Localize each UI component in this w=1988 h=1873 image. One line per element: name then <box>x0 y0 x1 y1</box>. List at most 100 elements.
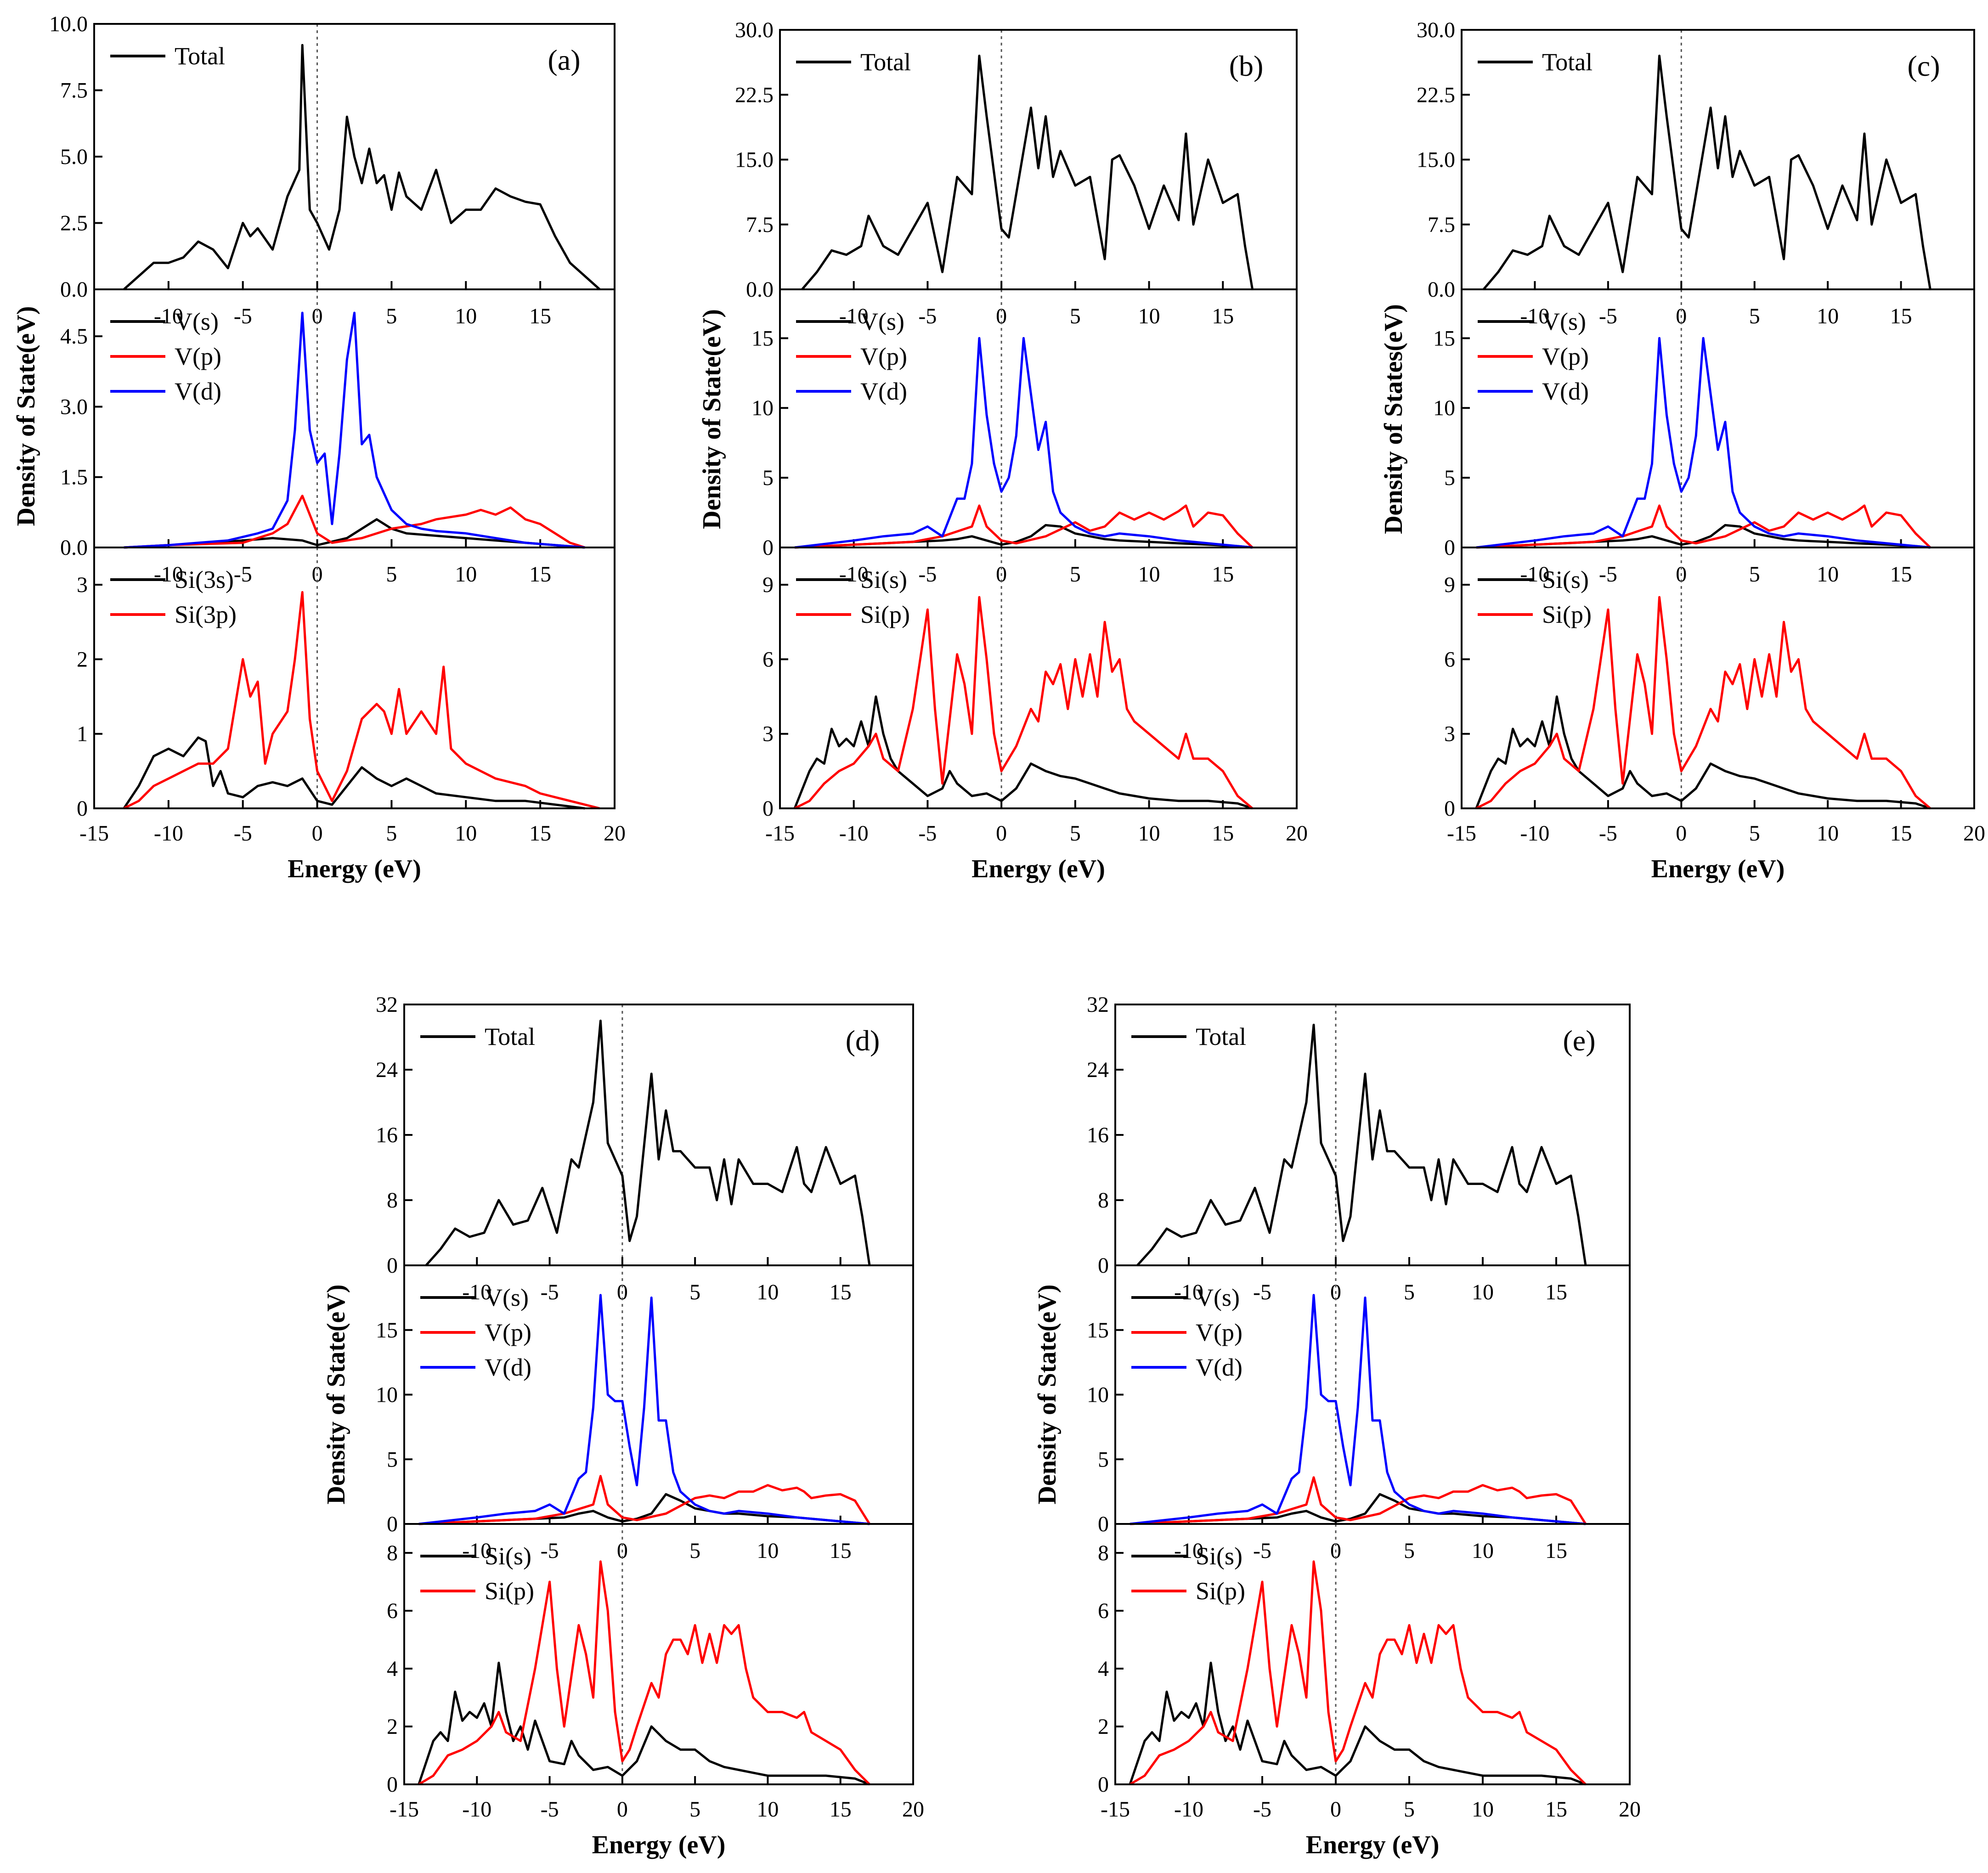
y-tick-label: 4 <box>387 1657 398 1681</box>
series-line-total <box>123 44 601 290</box>
legend-label: Si(s) <box>485 1542 531 1570</box>
legend-label: Total <box>1542 48 1593 76</box>
series-line-total <box>801 55 1254 290</box>
y-tick-label: 8 <box>387 1188 398 1213</box>
inner-x-tick-label: -10 <box>462 1280 491 1304</box>
legend-label: Si(p) <box>1542 601 1592 628</box>
inner-x-tick-label: 5 <box>689 1539 700 1563</box>
x-tick-label: 20 <box>1619 1797 1641 1822</box>
x-tick-label: -10 <box>839 821 869 846</box>
y-tick-label: 0.0 <box>60 277 88 302</box>
y-tick-label: 6 <box>1444 647 1455 671</box>
x-tick-label: 10 <box>1472 1797 1494 1822</box>
x-tick-label: 5 <box>386 821 397 846</box>
legend-label: Total <box>175 42 225 70</box>
legend-label: V(p) <box>1542 343 1589 370</box>
subplot-frame <box>1114 1004 1631 1266</box>
y-tick-label: 0 <box>1098 1772 1109 1797</box>
y-tick-label: 1 <box>77 722 88 746</box>
y-tick-label: 5 <box>762 466 774 490</box>
y-tick-label: 6 <box>762 647 774 671</box>
series-line-v-d <box>124 311 585 549</box>
x-tick-label: 10 <box>1817 821 1839 846</box>
x-tick-label: 5 <box>1404 1797 1415 1822</box>
subplot-1: 0.07.515.022.530.0-10-5051015Total <box>735 18 1298 328</box>
legend-label: V(p) <box>175 343 221 370</box>
inner-x-tick-label: 10 <box>1138 562 1160 587</box>
y-tick-label: 0 <box>387 1512 398 1536</box>
x-tick-label: 0 <box>1330 1797 1341 1822</box>
x-tick-label: 15 <box>1212 821 1234 846</box>
x-axis-title: Energy (eV) <box>592 1831 726 1859</box>
y-tick-label: 15 <box>1087 1318 1109 1343</box>
y-tick-label: 6 <box>387 1599 398 1623</box>
x-tick-label: 0 <box>312 821 323 846</box>
x-tick-label: 15 <box>1545 1797 1567 1822</box>
series-line-v-d <box>418 1294 870 1525</box>
y-axis-title: Density of State(eV) <box>698 309 726 529</box>
inner-x-tick-label: -5 <box>918 562 937 587</box>
y-axis-title: Density of State(eV) <box>1033 1285 1062 1505</box>
y-tick-label: 32 <box>376 993 398 1017</box>
x-tick-label: 0 <box>996 821 1007 846</box>
legend-label: V(s) <box>175 308 219 335</box>
series-line-v-d <box>794 337 1253 549</box>
x-tick-label: -5 <box>541 1797 559 1822</box>
series-line-si-3s <box>123 736 585 810</box>
subplot-1: 0.07.515.022.530.0-10-5051015Total <box>1417 18 1975 328</box>
inner-x-tick-label: -5 <box>918 304 937 328</box>
y-tick-label: 7.5 <box>1428 213 1455 237</box>
subplot-frame <box>93 547 616 809</box>
x-tick-label: 15 <box>830 1797 852 1822</box>
y-tick-label: 0 <box>762 536 774 560</box>
inner-x-tick-label: -5 <box>234 562 252 587</box>
y-tick-label: 0 <box>387 1253 398 1278</box>
y-tick-label: 4.5 <box>60 324 88 349</box>
inner-x-tick-label: -10 <box>462 1539 491 1563</box>
x-tick-label: -5 <box>918 821 937 846</box>
inner-x-tick-label: 10 <box>1138 304 1160 328</box>
subplot-3: 0 1 2 3 Si(3s) Si(3p) <box>77 547 616 821</box>
y-tick-label: 22.5 <box>1417 83 1455 107</box>
inner-x-tick-label: -5 <box>1599 562 1617 587</box>
series-line-v-p <box>1130 1476 1587 1525</box>
subplot-frame <box>1461 547 1975 809</box>
y-tick-label: 8 <box>387 1541 398 1565</box>
series-line-total <box>1482 55 1932 290</box>
series-line-v-d <box>1476 337 1931 549</box>
inner-x-tick-label: 5 <box>1749 562 1760 587</box>
inner-x-tick-label: 5 <box>1070 304 1081 328</box>
y-tick-label: 1.5 <box>60 465 88 490</box>
inner-x-tick-label: 15 <box>529 304 551 328</box>
legend-label: V(s) <box>1196 1284 1240 1311</box>
x-tick-label: 10 <box>757 1797 779 1822</box>
inner-x-tick-label: 10 <box>455 304 477 328</box>
inner-x-tick-label: 5 <box>386 562 397 587</box>
y-tick-label: 5 <box>1098 1447 1109 1472</box>
y-tick-label: 2 <box>77 647 88 671</box>
y-tick-label: 15 <box>376 1318 398 1343</box>
panel-label: (b) <box>1229 50 1264 82</box>
x-tick-label: 20 <box>1286 821 1308 846</box>
legend-label: V(s) <box>485 1284 529 1311</box>
series-line-v-p <box>418 1475 871 1525</box>
inner-x-tick-label: 15 <box>1212 304 1234 328</box>
panel-label: (e) <box>1563 1024 1595 1057</box>
panel-e: 08162432-10-5051015Total051015-10-505101… <box>1033 993 1641 1859</box>
subplot-frame <box>403 1004 914 1266</box>
series-line-si-s <box>1129 1661 1586 1786</box>
x-tick-label: 20 <box>902 1797 924 1822</box>
x-tick-label: -10 <box>462 1797 491 1822</box>
y-tick-label: 7.5 <box>60 79 88 103</box>
inner-x-tick-label: -5 <box>541 1280 559 1304</box>
x-tick-label: -10 <box>1520 821 1549 846</box>
series-line-v-p <box>794 504 1254 549</box>
x-tick-label: -10 <box>1174 1797 1203 1822</box>
inner-x-tick-label: 15 <box>1890 562 1912 587</box>
y-tick-label: 0.0 <box>1428 277 1455 302</box>
x-tick-label: 10 <box>1138 821 1160 846</box>
y-tick-label: 3.0 <box>60 395 88 419</box>
y-tick-label: 15.0 <box>735 148 774 172</box>
y-tick-label: 0 <box>387 1772 398 1797</box>
